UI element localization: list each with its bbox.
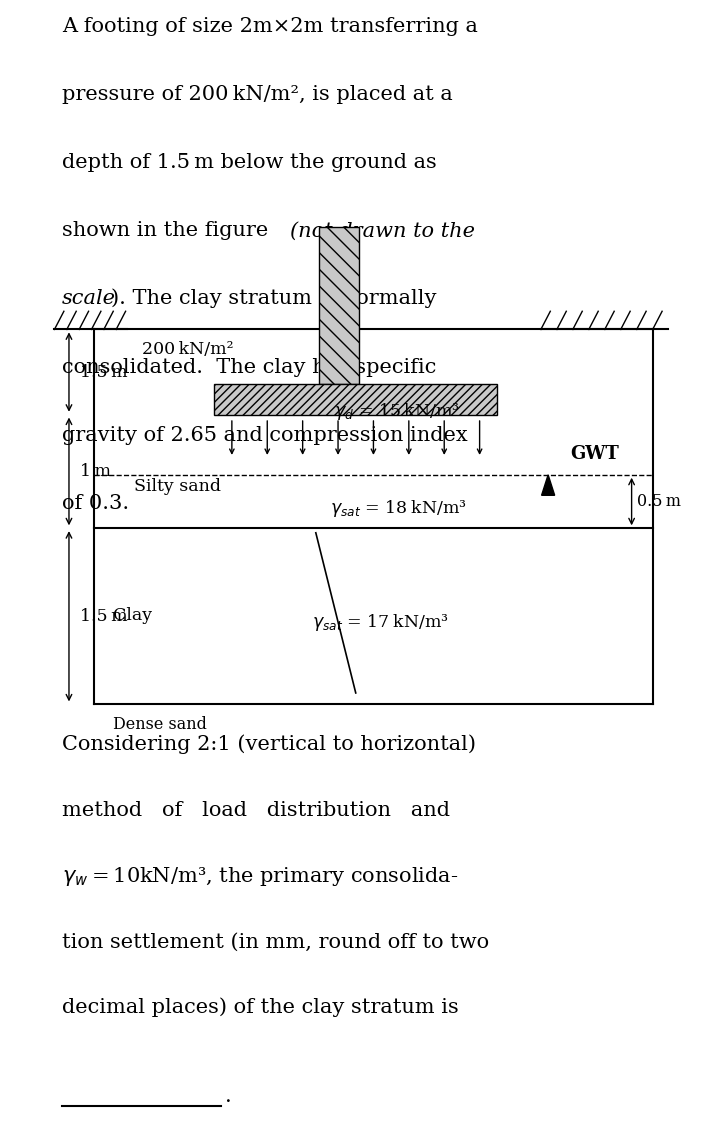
Text: pressure of 200 kN/m², is placed at a: pressure of 200 kN/m², is placed at a [62,85,452,105]
Text: gravity of 2.65 and compression index: gravity of 2.65 and compression index [62,426,468,445]
Text: 0.5 m: 0.5 m [637,493,682,510]
Text: scale: scale [62,290,115,309]
Text: tion settlement (in mm, round off to two: tion settlement (in mm, round off to two [62,933,489,952]
Text: Considering 2:1 (vertical to horizontal): Considering 2:1 (vertical to horizontal) [62,734,476,754]
Text: GWT: GWT [570,445,619,463]
Text: Clay: Clay [113,608,152,624]
Bar [214,384,497,415]
Text: $\mathit{\gamma}_{sat}$ = 17 kN/m³: $\mathit{\gamma}_{sat}$ = 17 kN/m³ [312,612,449,633]
Text: 1 m: 1 m [80,463,111,479]
Text: depth of 1.5 m below the ground as: depth of 1.5 m below the ground as [62,153,436,173]
Text: Dense sand: Dense sand [113,717,206,733]
Polygon shape [542,475,555,495]
Text: $\mathit{\gamma}_{sat}$ = 18 kN/m³: $\mathit{\gamma}_{sat}$ = 18 kN/m³ [330,499,467,519]
Text: method   of   load   distribution   and: method of load distribution and [62,801,449,820]
Text: .: . [225,1087,232,1106]
Text: (not drawn to the: (not drawn to the [290,222,476,241]
Text: consolidated.  The clay has specific: consolidated. The clay has specific [62,358,436,377]
Text: of 0.3.: of 0.3. [62,494,129,513]
Text: Silty sand: Silty sand [134,478,221,494]
Text: $\mathit{\gamma}_d$ = 15 kN/m³: $\mathit{\gamma}_d$ = 15 kN/m³ [334,401,460,421]
Text: ). The clay stratum is normally: ). The clay stratum is normally [111,289,436,309]
Text: shown in the figure: shown in the figure [62,222,274,241]
Text: 200 kN/m²: 200 kN/m² [142,342,233,358]
Text: $\mathit{\gamma}_w$ = 10kN/m³, the primary consolida-: $\mathit{\gamma}_w$ = 10kN/m³, the prima… [62,864,458,887]
Bar [319,227,359,384]
Text: 1.5 m: 1.5 m [80,364,128,381]
Text: A footing of size 2m×2m transferring a: A footing of size 2m×2m transferring a [62,17,478,36]
Text: decimal places) of the clay stratum is: decimal places) of the clay stratum is [62,997,458,1018]
Text: 1.5 m: 1.5 m [80,608,128,625]
